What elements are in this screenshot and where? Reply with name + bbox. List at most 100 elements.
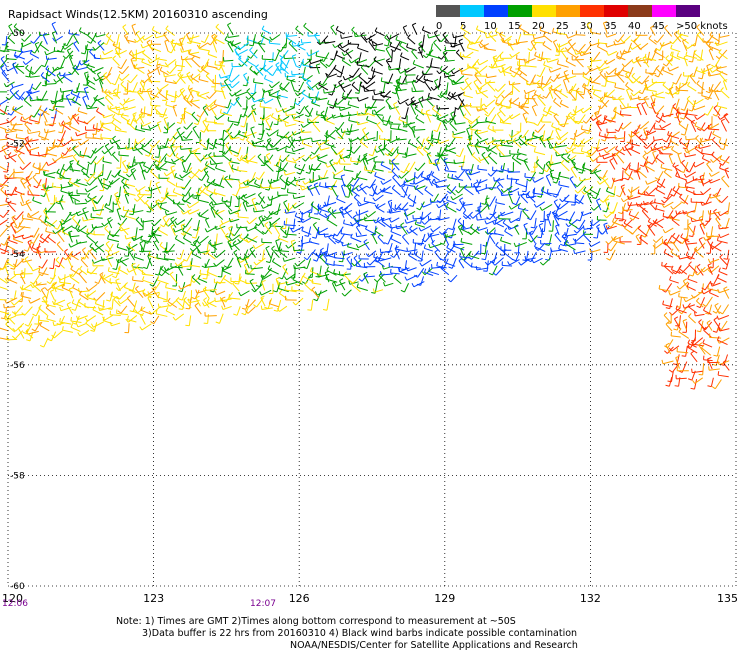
wind-barb <box>477 180 488 184</box>
wind-barb <box>660 123 671 128</box>
wind-barb <box>213 40 217 52</box>
wind-barb <box>60 88 72 92</box>
wind-barb <box>92 146 103 153</box>
wind-barb <box>620 111 631 116</box>
wind-barb <box>158 293 167 300</box>
wind-barb <box>699 145 711 149</box>
wind-barb <box>398 125 407 131</box>
wind-barb <box>261 204 272 208</box>
wind-barb <box>179 284 191 289</box>
wind-barb <box>393 102 399 114</box>
wind-barb <box>5 264 9 275</box>
wind-barb <box>219 50 224 62</box>
wind-barb <box>124 99 135 103</box>
wind-barb <box>372 110 383 115</box>
wind-barb <box>12 331 23 339</box>
wind-barb <box>676 82 688 89</box>
wind-barb <box>28 138 39 142</box>
wind-barb <box>93 306 103 315</box>
wind-barb <box>94 156 104 164</box>
wind-barb <box>106 241 111 251</box>
wind-barb <box>118 299 128 304</box>
wind-barb <box>189 50 200 58</box>
wind-barb <box>671 203 682 209</box>
wind-barb <box>119 66 128 74</box>
wind-barb <box>509 162 513 171</box>
wind-barb <box>408 35 415 44</box>
wind-barb <box>462 166 473 170</box>
wind-barb <box>57 242 63 252</box>
wind-barb <box>157 276 168 284</box>
wind-barb <box>272 258 281 267</box>
wind-barb <box>615 83 625 89</box>
wind-barb <box>117 208 121 220</box>
wind-barb <box>32 82 41 90</box>
wind-barb <box>576 88 583 99</box>
wind-barb <box>582 83 591 92</box>
wind-barb <box>356 173 367 180</box>
wind-barb <box>141 218 153 222</box>
wind-barb <box>201 35 209 43</box>
wind-barb <box>95 33 105 37</box>
wind-barb <box>429 268 439 275</box>
wind-barb <box>688 303 697 313</box>
wind-barb <box>37 281 47 285</box>
wind-barb <box>496 199 505 205</box>
wind-barb <box>126 212 137 219</box>
wind-barb <box>71 137 81 141</box>
wind-barb <box>497 145 505 156</box>
wind-barb <box>583 232 590 243</box>
wind-barb <box>352 82 359 91</box>
wind-barb <box>484 100 495 107</box>
wind-barb <box>391 269 400 274</box>
wind-barb <box>372 184 376 194</box>
wind-barb <box>676 375 687 379</box>
wind-barb <box>78 226 88 235</box>
wind-barb <box>285 209 295 213</box>
wind-barb <box>662 360 673 364</box>
wind-barb <box>78 140 88 145</box>
wind-barb <box>570 177 576 189</box>
wind-barb <box>195 303 201 314</box>
wind-barb <box>549 68 561 72</box>
wind-barb <box>40 41 49 51</box>
wind-barb <box>407 43 417 50</box>
wind-barb <box>14 174 23 178</box>
wind-barb <box>250 47 258 58</box>
wind-barb <box>695 122 704 130</box>
wind-barb <box>49 258 54 268</box>
wind-barb <box>149 77 160 82</box>
wind-barb <box>437 115 448 119</box>
wind-barb <box>86 320 95 330</box>
lat-label: -58 <box>10 471 25 481</box>
wind-barb <box>521 104 529 114</box>
wind-barb <box>719 234 729 238</box>
wind-barb <box>718 371 729 376</box>
wind-barb <box>650 26 655 36</box>
wind-barb <box>719 34 729 38</box>
wind-barb <box>631 95 641 99</box>
wind-barb <box>318 228 328 232</box>
wind-barb <box>398 99 409 104</box>
wind-barb <box>638 43 648 49</box>
wind-barb <box>262 26 271 34</box>
wind-barb <box>687 82 696 91</box>
wind-barb <box>415 220 425 227</box>
wind-barb <box>301 39 311 43</box>
wind-barb <box>488 125 496 133</box>
wind-barb <box>33 174 40 185</box>
wind-barb <box>175 260 185 266</box>
wind-barb <box>414 126 425 130</box>
wind-barb <box>276 239 280 251</box>
wind-barb <box>356 225 361 235</box>
wind-barb <box>247 218 257 224</box>
lon-label: 123 <box>143 592 164 605</box>
wind-barb <box>663 213 673 218</box>
wind-barb <box>351 234 361 242</box>
wind-barb <box>261 306 272 310</box>
wind-barb <box>567 84 576 94</box>
wind-barb <box>0 274 7 284</box>
wind-barb <box>254 258 265 265</box>
wind-barb <box>239 291 250 296</box>
wind-barb <box>440 252 448 260</box>
